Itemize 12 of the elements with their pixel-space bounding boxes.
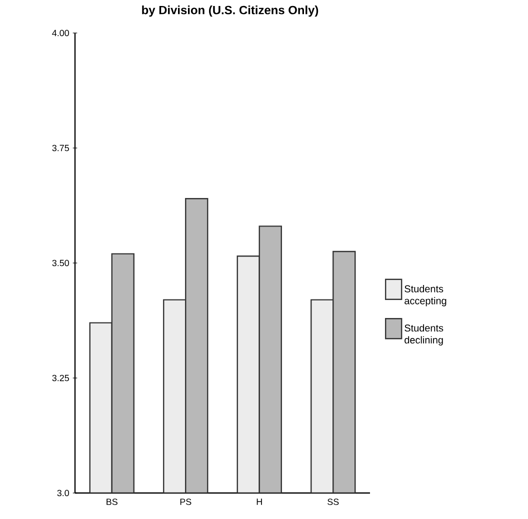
- x-tick-label: H: [256, 498, 262, 505]
- legend-label: Students accepting: [404, 285, 446, 306]
- x-tick-label: PS: [180, 498, 192, 505]
- x-tick-label: BS: [106, 498, 118, 505]
- y-tick-label: 3.25: [52, 374, 69, 382]
- y-tick-label: 4.00: [52, 30, 70, 36]
- y-tick-label: 3.50: [52, 260, 70, 266]
- x-tick-label: SS: [328, 498, 339, 505]
- legend-label: Students declining: [404, 324, 444, 346]
- y-tick-label: 3.0: [57, 490, 70, 496]
- chart-title: by Division (U.S. Citizens Only): [142, 6, 318, 17]
- y-tick-label: 3.75: [52, 144, 69, 152]
